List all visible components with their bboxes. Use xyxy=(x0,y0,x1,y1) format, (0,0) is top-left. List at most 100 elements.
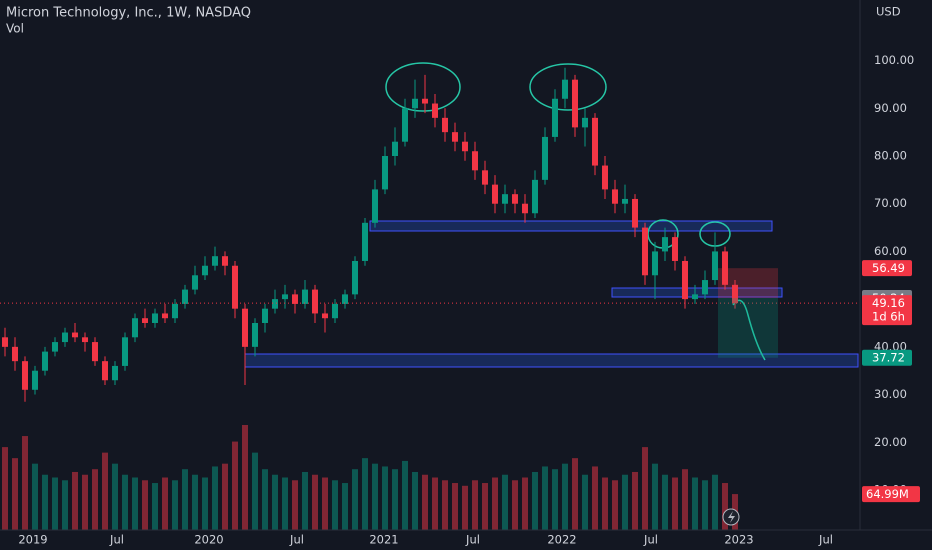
candle-body xyxy=(192,275,198,290)
candle-body xyxy=(512,194,518,204)
x-tick-label: 2023 xyxy=(724,533,753,547)
candle-body xyxy=(92,342,98,362)
price-tag-label: 56.49 xyxy=(872,261,905,275)
volume-bar xyxy=(152,483,158,530)
candle-body xyxy=(642,227,648,276)
volume-bar xyxy=(182,469,188,530)
x-tick-label: Jul xyxy=(289,533,304,547)
volume-bar xyxy=(402,460,408,530)
x-tick-label: Jul xyxy=(109,533,124,547)
price-tag-label: 49.16 xyxy=(872,296,905,310)
volume-bar xyxy=(32,463,38,530)
volume-bar xyxy=(92,469,98,530)
x-tick-label: 2022 xyxy=(547,533,576,547)
candle-body xyxy=(132,318,138,338)
candle-body xyxy=(372,189,378,223)
currency: USD xyxy=(876,5,901,19)
candle-body xyxy=(52,342,58,352)
volume-bar xyxy=(242,425,248,530)
stop-zone xyxy=(718,268,778,298)
volume-bar xyxy=(282,477,288,530)
candle-body xyxy=(482,170,488,185)
volume-bar xyxy=(82,474,88,530)
x-tick-label: Jul xyxy=(465,533,480,547)
volume-bar xyxy=(652,463,658,530)
candle-body xyxy=(602,165,608,190)
candle-body xyxy=(532,179,538,214)
candle-body xyxy=(572,79,578,128)
price-tag-sublabel: 1d 6h xyxy=(872,310,905,324)
volume-bar xyxy=(202,477,208,530)
candle-body xyxy=(462,141,468,152)
volume-bar xyxy=(562,463,568,530)
volume-tag-label: 64.99M xyxy=(866,487,909,501)
x-tick-label: 2020 xyxy=(194,533,223,547)
volume-bar xyxy=(102,452,108,530)
volume-bar xyxy=(512,480,518,530)
y-tick-label: 80.00 xyxy=(874,149,907,163)
volume-bar xyxy=(722,483,728,530)
candle-body xyxy=(302,289,308,304)
candle-body xyxy=(102,361,108,381)
candle-body xyxy=(392,141,398,157)
candle-body xyxy=(222,256,228,266)
candle-body xyxy=(2,337,8,347)
candle-body xyxy=(722,251,728,285)
volume-bar xyxy=(572,458,578,530)
volume-bar xyxy=(292,480,298,530)
y-tick-label: 20.00 xyxy=(874,435,907,449)
candle-body xyxy=(452,132,458,142)
volume-bar xyxy=(352,469,358,530)
volume-bar xyxy=(692,477,698,530)
volume-bar xyxy=(122,474,128,530)
volume-bar xyxy=(612,480,618,530)
volume-bar xyxy=(702,480,708,530)
volume-bar xyxy=(452,483,458,530)
candle-body xyxy=(432,103,438,118)
volume-bar xyxy=(502,474,508,530)
candle-body xyxy=(712,251,718,281)
candle-body xyxy=(262,308,268,323)
volume-bar xyxy=(132,477,138,530)
candle-body xyxy=(212,256,218,266)
candles xyxy=(0,67,860,530)
candle-body xyxy=(252,322,258,347)
candle-body xyxy=(562,79,568,99)
candle-body xyxy=(662,237,668,252)
volume-bar xyxy=(222,463,228,530)
volume-title: Vol xyxy=(6,22,24,36)
y-tick-label: 90.00 xyxy=(874,101,907,115)
volume-bar xyxy=(432,477,438,530)
candle-body xyxy=(632,198,638,228)
candle-body xyxy=(402,108,408,142)
volume-bar xyxy=(142,480,148,530)
volume-bar xyxy=(532,471,538,530)
candle-body xyxy=(422,98,428,104)
volume-bar xyxy=(442,480,448,530)
price-tag xyxy=(862,260,912,277)
candle-body xyxy=(282,294,288,300)
volume-bar xyxy=(542,466,548,530)
candle-body xyxy=(62,332,68,343)
candle-body xyxy=(42,351,48,371)
volume-bar xyxy=(192,474,198,530)
price-tag xyxy=(862,349,912,366)
candle-body xyxy=(442,117,448,133)
candle-body xyxy=(292,294,298,304)
volume-bar xyxy=(342,483,348,530)
candle-body xyxy=(552,98,558,137)
candle-body xyxy=(172,303,178,319)
volume-bar xyxy=(22,436,28,530)
volume-bar xyxy=(392,469,398,530)
volume-bar xyxy=(322,477,328,530)
candle-body xyxy=(542,136,548,180)
x-tick-label: 2021 xyxy=(369,533,398,547)
candle-body xyxy=(122,337,128,366)
volume-bar xyxy=(632,471,638,530)
candle-body xyxy=(692,294,698,300)
candle-body xyxy=(412,98,418,109)
volume-bar xyxy=(2,447,8,530)
candle-body xyxy=(352,260,358,295)
volume-bar xyxy=(262,469,268,530)
volume-bar xyxy=(172,480,178,530)
